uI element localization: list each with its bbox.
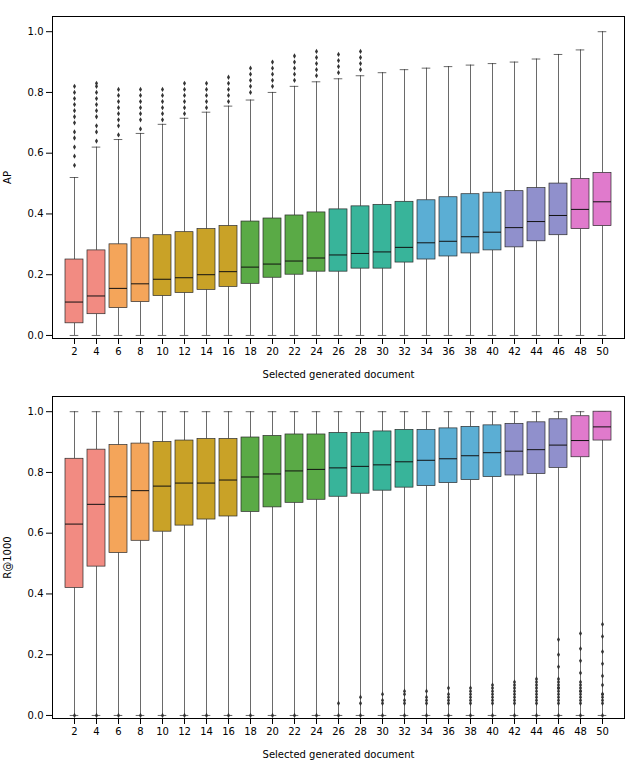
svg-text:12: 12 [178,726,191,737]
svg-text:10: 10 [156,346,169,357]
svg-text:Selected generated document: Selected generated document [263,369,415,380]
svg-text:6: 6 [115,726,121,737]
svg-text:36: 36 [442,726,455,737]
svg-text:0.6: 0.6 [28,147,44,158]
svg-text:8: 8 [137,346,143,357]
svg-text:44: 44 [530,346,543,357]
svg-text:Selected generated document: Selected generated document [263,749,415,760]
svg-text:R@1000: R@1000 [2,536,13,578]
svg-text:6: 6 [115,346,121,357]
svg-text:16: 16 [222,346,235,357]
svg-text:28: 28 [354,726,367,737]
svg-text:24: 24 [310,346,323,357]
svg-text:26: 26 [332,346,345,357]
svg-text:0.2: 0.2 [28,269,44,280]
svg-text:48: 48 [574,726,587,737]
svg-text:24: 24 [310,726,323,737]
svg-text:50: 50 [596,726,609,737]
svg-text:0.0: 0.0 [28,330,44,341]
svg-text:46: 46 [552,726,565,737]
svg-text:0.8: 0.8 [28,87,44,98]
svg-text:32: 32 [398,726,411,737]
svg-text:38: 38 [464,346,477,357]
svg-text:32: 32 [398,346,411,357]
svg-text:18: 18 [244,346,257,357]
svg-text:AP: AP [2,171,13,184]
svg-text:4: 4 [93,726,99,737]
svg-text:40: 40 [486,726,499,737]
svg-text:0.6: 0.6 [28,527,44,538]
svg-text:42: 42 [508,346,521,357]
svg-text:1.0: 1.0 [28,26,44,37]
svg-text:16: 16 [222,726,235,737]
svg-text:1.0: 1.0 [28,406,44,417]
svg-text:8: 8 [137,726,143,737]
svg-text:0.4: 0.4 [28,208,44,219]
svg-text:0.0: 0.0 [28,710,44,721]
svg-text:12: 12 [178,346,191,357]
svg-text:0.8: 0.8 [28,467,44,478]
svg-text:22: 22 [288,726,301,737]
svg-text:38: 38 [464,726,477,737]
svg-text:22: 22 [288,346,301,357]
svg-text:2: 2 [71,346,77,357]
svg-text:4: 4 [93,346,99,357]
svg-text:30: 30 [376,346,389,357]
svg-text:14: 14 [200,726,213,737]
svg-text:20: 20 [266,726,279,737]
svg-text:20: 20 [266,346,279,357]
svg-text:0.4: 0.4 [28,588,44,599]
svg-text:2: 2 [71,726,77,737]
svg-text:34: 34 [420,346,433,357]
svg-text:10: 10 [156,726,169,737]
svg-text:18: 18 [244,726,257,737]
svg-text:14: 14 [200,346,213,357]
svg-text:40: 40 [486,346,499,357]
svg-text:50: 50 [596,346,609,357]
svg-text:0.2: 0.2 [28,649,44,660]
svg-text:34: 34 [420,726,433,737]
svg-text:30: 30 [376,726,389,737]
svg-text:26: 26 [332,726,345,737]
svg-text:44: 44 [530,726,543,737]
svg-text:28: 28 [354,346,367,357]
svg-text:36: 36 [442,346,455,357]
svg-text:46: 46 [552,346,565,357]
svg-text:48: 48 [574,346,587,357]
svg-text:42: 42 [508,726,521,737]
